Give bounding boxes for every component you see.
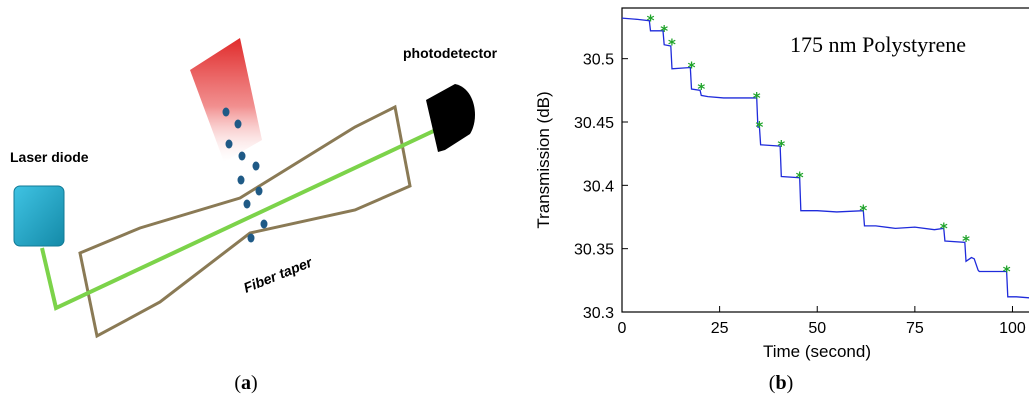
x-tick-label: 50 <box>808 320 826 337</box>
particle <box>255 186 263 196</box>
y-tick-label: 30.5 <box>583 52 614 69</box>
photodetector-icon <box>426 84 475 152</box>
laser-diode-box <box>13 185 65 247</box>
panel-a-caption-letter: a <box>241 372 251 394</box>
x-tick-label: 100 <box>999 320 1026 337</box>
step-marker: * <box>647 12 655 30</box>
step-marker: * <box>1003 262 1011 280</box>
panel-a-caption: (a) <box>234 372 257 394</box>
y-axis-label: Transmission (dB) <box>534 91 553 228</box>
particle <box>225 139 233 149</box>
y-tick-label: 30.45 <box>574 115 614 132</box>
step-marker: * <box>668 36 676 54</box>
step-marker: * <box>796 169 804 187</box>
plot-area <box>621 7 1029 313</box>
particle <box>234 119 242 129</box>
x-axis-label: Time (second) <box>763 342 871 361</box>
panel-b-caption: (b) <box>769 372 793 394</box>
particle <box>237 175 245 185</box>
photodetector-label: photodetector <box>403 45 498 61</box>
particle <box>260 219 268 229</box>
particle <box>243 199 251 209</box>
step-marker: * <box>753 89 761 107</box>
particle <box>247 233 255 243</box>
step-marker: * <box>859 202 867 220</box>
y-tick-label: 30.3 <box>583 305 614 322</box>
particle-source-beam <box>190 38 262 162</box>
x-tick-label: 75 <box>906 320 924 337</box>
step-markers: ***** ******** <box>647 12 1011 281</box>
x-tick-label: 25 <box>711 320 729 337</box>
fiber-taper-label: Fiber taper <box>241 253 316 296</box>
y-tick-label: 30.4 <box>583 178 614 195</box>
step-marker: * <box>660 22 668 40</box>
step-marker: * <box>697 80 705 98</box>
x-tick-label: 0 <box>618 320 627 337</box>
step-marker: * <box>962 232 970 250</box>
optical-fiber <box>40 126 441 311</box>
particle <box>222 107 230 117</box>
panel-a-diagram: Laser diode photodetector Fiber taper (a… <box>10 38 498 394</box>
laser-diode-label: Laser diode <box>10 149 89 165</box>
step-marker: * <box>940 219 948 237</box>
chart-axes: 0 25 50 75 100 30.3 30.35 30.4 30.45 30.5 <box>574 52 1026 337</box>
particle <box>252 161 260 171</box>
step-marker: * <box>756 118 764 136</box>
step-marker: * <box>777 137 785 155</box>
nanoparticles <box>222 107 268 243</box>
chart-title: 175 nm Polystyrene <box>790 32 966 57</box>
y-tick-label: 30.35 <box>574 242 614 259</box>
series-line-transmission <box>621 17 1029 299</box>
step-marker: * <box>688 59 696 77</box>
fiber-taper-outline <box>78 104 412 339</box>
particle <box>238 151 246 161</box>
panel-b-caption-letter: b <box>775 372 786 394</box>
